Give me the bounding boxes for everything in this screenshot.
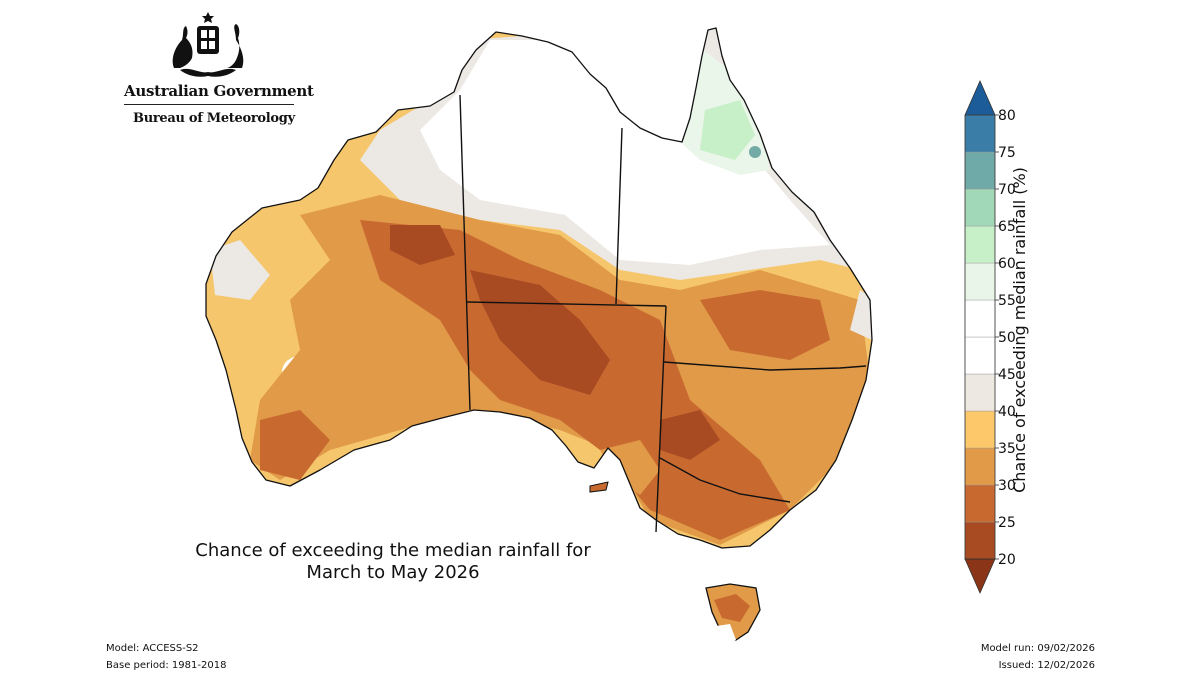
qld-nsw-border — [663, 361, 867, 371]
rainfall-probability-fill — [206, 28, 872, 548]
model-run-date: Model run: 09/02/2026 — [980, 643, 1095, 654]
colorbar-over-arrow — [964, 80, 996, 116]
tasmania — [705, 583, 761, 641]
colorbar-tick-label: 55 — [998, 293, 1016, 309]
model-info: Model: ACCESS-S2 Base period: 1981-2018 — [106, 640, 226, 674]
colorbar-swatch-65 — [964, 188, 996, 227]
map-title: Chance of exceeding the median rainfall … — [163, 540, 623, 584]
nsw-vic-border — [659, 457, 791, 503]
coat-of-arms-logo — [172, 12, 244, 77]
run-info: Model run: 09/02/2026 Issued: 12/02/2026 — [981, 640, 1095, 674]
colorbar-swatch-55 — [964, 262, 996, 301]
colorbar-swatch-75 — [964, 114, 996, 153]
sa-qld-nsw-border — [655, 305, 667, 533]
government-title: Australian Government — [124, 82, 314, 100]
colorbar-swatch-40 — [964, 373, 996, 412]
coastline — [205, 27, 873, 549]
colorbar-swatch-35 — [964, 410, 996, 449]
nt-sa-border — [466, 301, 667, 307]
colorbar-tick-label: 45 — [998, 367, 1016, 383]
kangaroo-island — [589, 481, 609, 493]
colorbar-tick-label: 60 — [998, 256, 1016, 272]
colorbar-tick-label: 40 — [998, 404, 1016, 420]
wa-nt-border — [459, 94, 471, 411]
header-divider — [124, 104, 294, 105]
colorbar-tick-label: 75 — [998, 145, 1016, 161]
colorbar-tick-label: 20 — [998, 552, 1016, 568]
base-period: Base period: 1981-2018 — [106, 660, 227, 671]
map-title-line-2: March to May 2026 — [306, 562, 480, 583]
colorbar-swatch-20 — [964, 521, 996, 560]
colorbar-swatch-70 — [964, 151, 996, 190]
colorbar-tick-label: 70 — [998, 182, 1016, 198]
colorbar-swatch-60 — [964, 225, 996, 264]
state-boundaries — [459, 94, 867, 533]
colorbar-tick-label: 30 — [998, 478, 1016, 494]
colorbar-swatch-50 — [964, 299, 996, 338]
issued-date: Issued: 12/02/2026 — [998, 660, 1095, 671]
map-title-line-1: Chance of exceeding the median rainfall … — [195, 540, 591, 561]
colorbar-under-arrow — [964, 558, 996, 594]
colorbar-tick-label: 65 — [998, 219, 1016, 235]
colorbar-tick-label: 25 — [998, 515, 1016, 531]
nt-qld-border — [615, 127, 623, 305]
colorbar-tick-label: 80 — [998, 108, 1016, 124]
colorbar-label: Chance of exceeding median rainfall (%) — [1010, 167, 1029, 493]
colorbar-legend: 20 25 30 35 40 45 50 55 60 65 70 75 80 — [964, 80, 1016, 594]
colorbar-tick-label: 35 — [998, 441, 1016, 457]
model-name: Model: ACCESS-S2 — [106, 643, 199, 654]
colorbar-tick-label: 50 — [998, 330, 1016, 346]
colorbar-swatch-25 — [964, 484, 996, 523]
colorbar-swatch-45 — [964, 336, 996, 375]
colorbar-swatch-30 — [964, 447, 996, 486]
agency-title: Bureau of Meteorology — [133, 111, 295, 126]
